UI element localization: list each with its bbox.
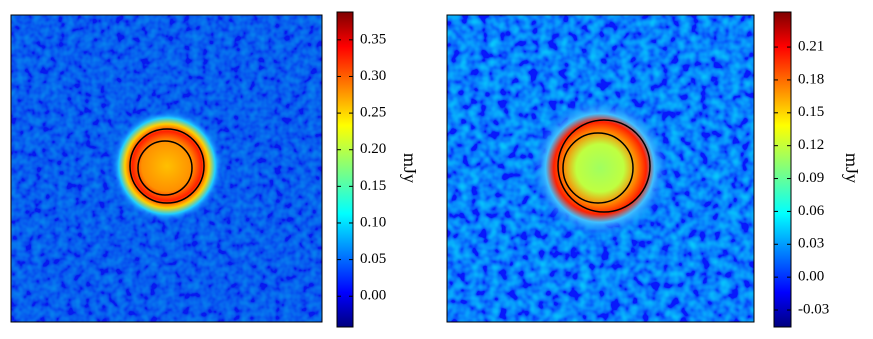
colorbar-tick-label: -0.03 [798,301,829,317]
image-left [11,15,322,322]
colorbar-tick-label: 0.18 [798,71,824,87]
colorbar-tick-label: 0.06 [798,203,825,219]
colorbar-tick-label: 0.00 [798,269,824,285]
colorbar-label: mJy [400,153,420,183]
colorbar-tick-label: 0.05 [360,251,386,267]
colorbar-tick-label: 0.09 [798,170,824,186]
image-right [447,15,754,322]
image-frame [446,14,755,323]
colorbar-tick-label: 0.15 [360,178,386,194]
colorbar [773,11,792,328]
colorbar-tick-label: 0.25 [360,105,386,121]
colorbar-tick-label: 0.03 [798,236,824,252]
colorbar-tick-label: 0.30 [360,68,386,84]
colorbar-tick-label: 0.21 [798,38,824,54]
colorbar-tick-label: 0.00 [360,288,386,304]
colorbar-tick-label: 0.20 [360,141,386,157]
colorbar-label: mJy [842,153,862,183]
colorbar-tick-label: 0.15 [798,104,824,120]
colorbar-tick-label: 0.35 [360,31,386,47]
colorbar-tick-label: 0.10 [360,214,386,230]
colorbar-tick-label: 0.12 [798,137,824,153]
colorbar [336,11,354,328]
image-frame [10,14,323,323]
